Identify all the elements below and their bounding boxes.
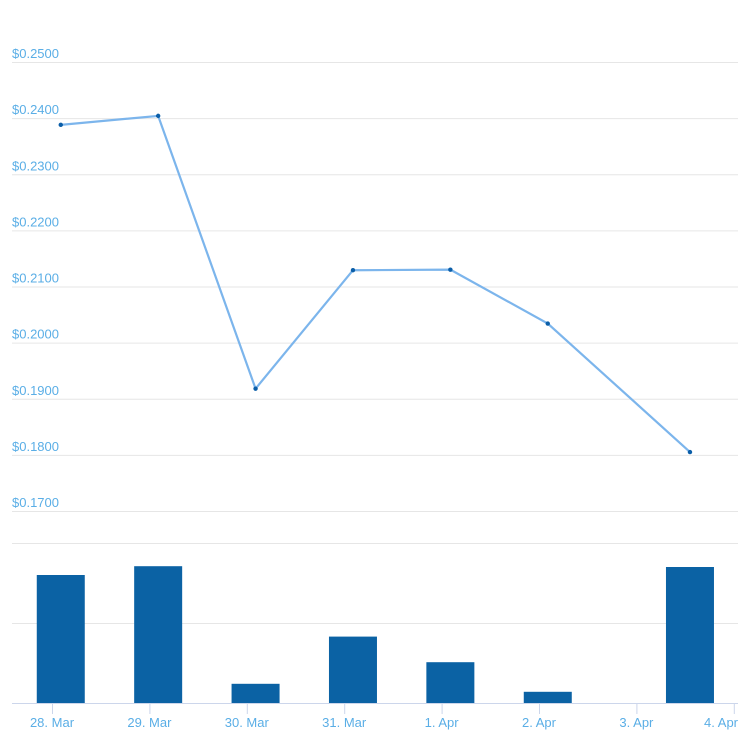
y-tick-label: $0.2100 xyxy=(12,271,59,286)
volume-bar[interactable] xyxy=(231,683,280,703)
x-tick-label: 28. Mar xyxy=(30,715,75,730)
y-tick-label: $0.1800 xyxy=(12,439,59,454)
price-point[interactable] xyxy=(155,113,161,119)
y-tick-label: $0.2400 xyxy=(12,102,59,117)
y-tick-label: $0.2300 xyxy=(12,158,59,173)
x-tick-label: 30. Mar xyxy=(225,715,270,730)
volume-bar[interactable] xyxy=(36,575,85,703)
price-line xyxy=(60,114,691,453)
x-axis-labels: 28. Mar 29. Mar 30. Mar 31. Mar 1. Apr 2. Apr… xyxy=(30,704,739,730)
y-tick-label: $0.2500 xyxy=(12,46,59,61)
y-tick-label: $0.2200 xyxy=(12,214,59,229)
y-tick-label: $0.1700 xyxy=(12,495,59,510)
y-axis-labels: $0.1700 $0.1800 $0.1900 $0.2000 $0.2100 $0.22… xyxy=(12,46,59,510)
price-point[interactable] xyxy=(253,386,258,391)
price-markers xyxy=(58,113,693,455)
price-point[interactable] xyxy=(687,449,693,455)
price-point[interactable] xyxy=(448,267,453,272)
volume-bars xyxy=(36,566,714,703)
x-tick-label: 4. Apr xyxy=(704,715,739,730)
volume-bar[interactable] xyxy=(665,567,714,703)
gridlines xyxy=(12,62,738,624)
volume-bar[interactable] xyxy=(134,566,183,703)
x-tick-label: 2. Apr xyxy=(522,715,557,730)
price-point[interactable] xyxy=(350,268,356,273)
y-tick-label: $0.2000 xyxy=(12,327,59,342)
price-point[interactable] xyxy=(545,321,550,326)
volume-bar[interactable] xyxy=(426,662,475,703)
y-tick-label: $0.1900 xyxy=(12,383,59,398)
volume-bar[interactable] xyxy=(523,691,572,703)
x-tick-label: 29. Mar xyxy=(127,715,172,730)
x-tick-label: 31. Mar xyxy=(322,715,367,730)
x-tick-label: 1. Apr xyxy=(425,715,460,730)
volume-bar[interactable] xyxy=(328,636,377,703)
price-point[interactable] xyxy=(58,122,63,128)
x-tick-label: 3. Apr xyxy=(619,715,654,730)
